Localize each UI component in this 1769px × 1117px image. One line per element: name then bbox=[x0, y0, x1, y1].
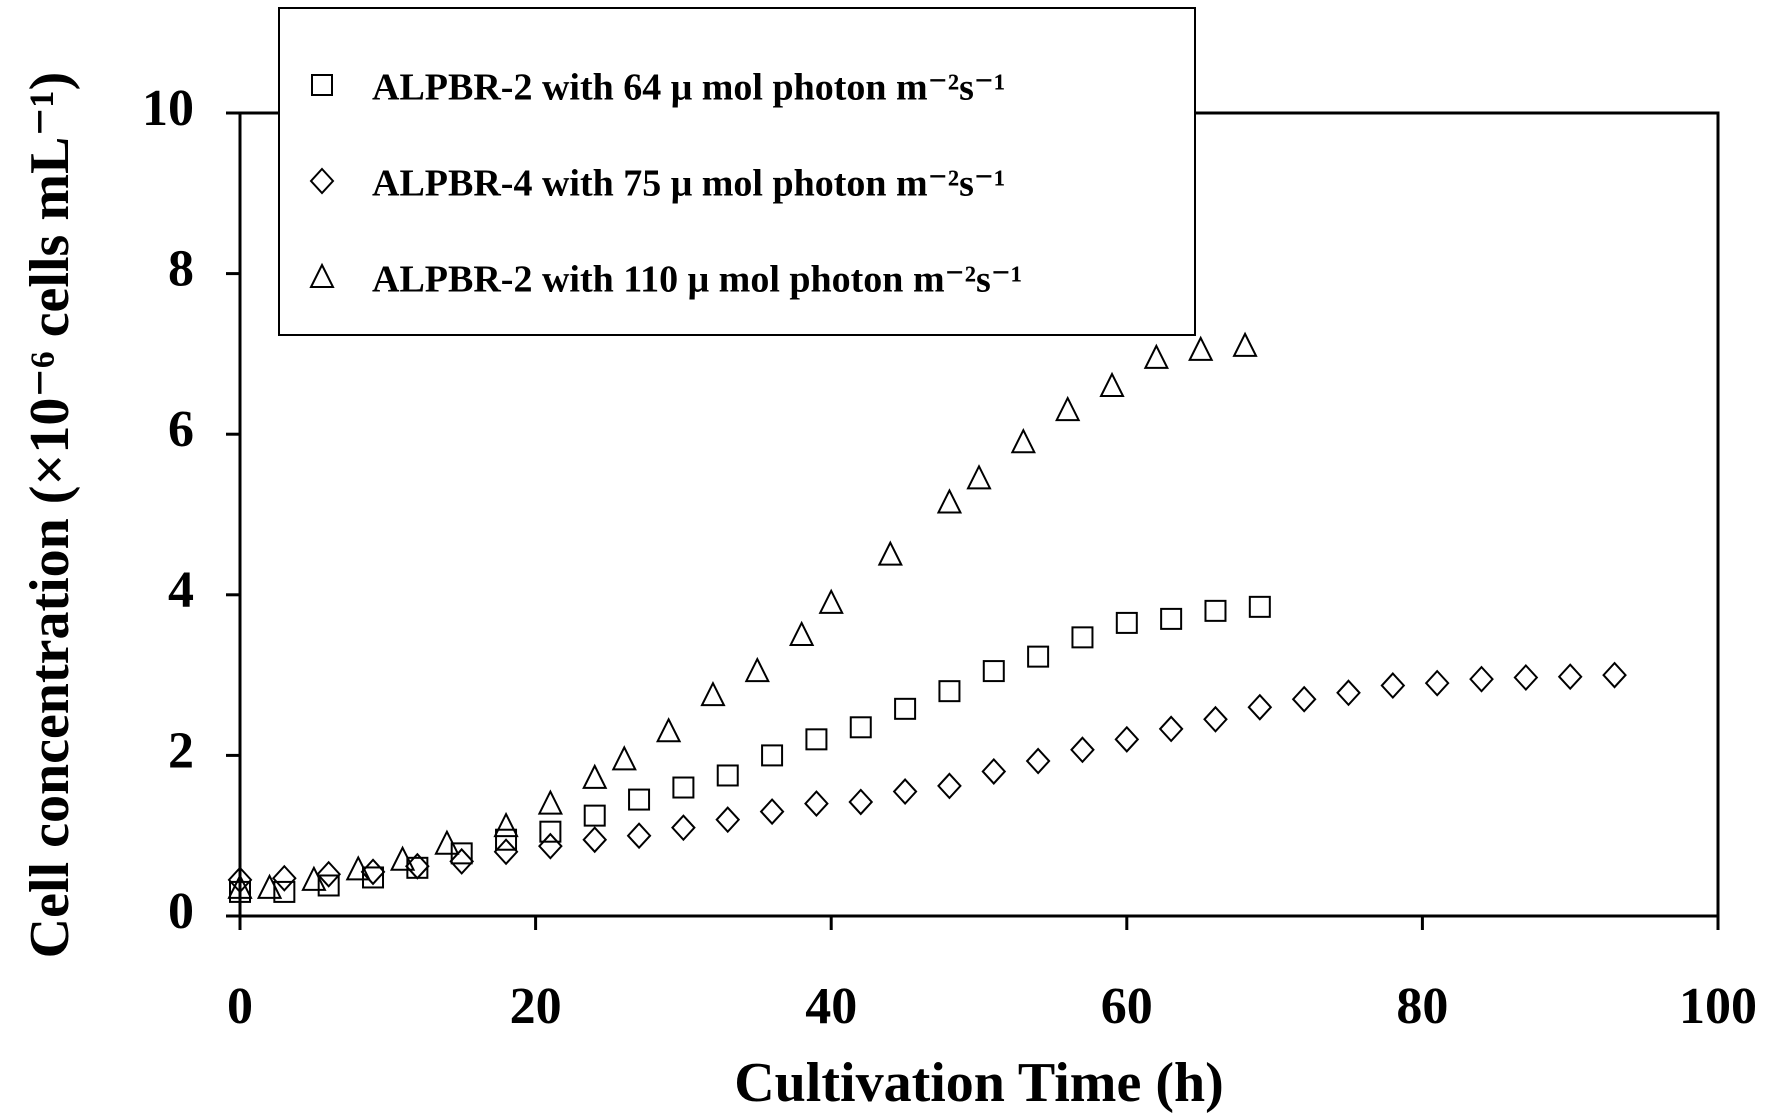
data-point bbox=[700, 680, 726, 707]
legend-label: ALPBR-2 with 64 μ mol photon m⁻²s⁻¹ bbox=[372, 67, 1005, 109]
data-point bbox=[804, 790, 829, 818]
data-point bbox=[301, 865, 327, 891]
data-point bbox=[317, 874, 340, 897]
data-point bbox=[761, 744, 784, 767]
x-tick-label: 100 bbox=[1679, 978, 1757, 1035]
data-point bbox=[789, 620, 815, 646]
data-point bbox=[493, 811, 519, 838]
data-point bbox=[1071, 626, 1094, 649]
data-point bbox=[982, 660, 1005, 683]
legend-box bbox=[278, 7, 1196, 336]
data-point bbox=[495, 828, 518, 851]
data-point bbox=[389, 845, 416, 871]
data-point bbox=[1513, 664, 1539, 691]
data-point bbox=[671, 814, 696, 842]
data-point bbox=[1055, 395, 1081, 422]
data-point bbox=[273, 880, 296, 903]
data-point bbox=[892, 778, 918, 806]
legend-marker bbox=[309, 167, 335, 195]
data-point bbox=[716, 764, 739, 787]
data-point bbox=[1115, 611, 1138, 634]
data-point bbox=[805, 728, 828, 751]
data-point bbox=[582, 826, 608, 854]
x-axis-title: Cultivation Time (h) bbox=[734, 1052, 1224, 1114]
data-point bbox=[1010, 427, 1036, 454]
data-point bbox=[256, 873, 283, 899]
data-point bbox=[849, 716, 872, 739]
data-point bbox=[818, 588, 844, 614]
data-point bbox=[938, 680, 961, 703]
data-point bbox=[1602, 661, 1627, 689]
data-point bbox=[271, 864, 297, 892]
data-point bbox=[937, 772, 962, 800]
data-point bbox=[434, 829, 460, 855]
data-point bbox=[1247, 693, 1273, 721]
data-point bbox=[628, 788, 651, 811]
data-point bbox=[981, 757, 1007, 785]
data-point bbox=[1291, 685, 1317, 713]
data-point bbox=[1380, 672, 1406, 700]
data-point bbox=[229, 880, 251, 903]
data-point bbox=[1204, 599, 1227, 622]
data-point bbox=[538, 832, 563, 860]
x-tick-label: 80 bbox=[1396, 978, 1448, 1035]
data-point bbox=[1336, 679, 1361, 707]
data-point bbox=[1114, 725, 1140, 753]
y-tick-label: 0 bbox=[168, 883, 194, 940]
data-point bbox=[362, 866, 385, 889]
data-point bbox=[936, 488, 963, 514]
data-point bbox=[1099, 371, 1125, 398]
y-tick-label: 10 bbox=[142, 80, 194, 137]
data-point bbox=[539, 820, 562, 843]
data-point bbox=[1248, 595, 1271, 618]
data-point bbox=[672, 776, 695, 799]
data-point bbox=[848, 788, 874, 816]
y-tick-label: 2 bbox=[168, 722, 194, 779]
y-tick-label: 8 bbox=[168, 241, 194, 298]
data-point bbox=[1158, 715, 1184, 743]
y-axis-title: Cell concentration (×10⁻⁶ cells mL⁻¹) bbox=[19, 72, 81, 959]
data-point bbox=[1160, 607, 1183, 630]
legend-label: ALPBR-2 with 110 μ mol photon m⁻²s⁻¹ bbox=[372, 259, 1022, 301]
data-point bbox=[1070, 736, 1095, 764]
data-point bbox=[583, 804, 606, 827]
data-point bbox=[360, 858, 386, 886]
legend-marker bbox=[309, 262, 335, 288]
data-point bbox=[1143, 343, 1169, 369]
data-point bbox=[227, 873, 253, 899]
x-tick-label: 40 bbox=[805, 978, 857, 1035]
data-point bbox=[449, 847, 475, 875]
data-point bbox=[1557, 663, 1583, 691]
y-tick-label: 6 bbox=[168, 401, 194, 458]
x-tick-label: 60 bbox=[1101, 978, 1153, 1035]
data-point bbox=[894, 697, 917, 720]
data-point bbox=[1232, 331, 1258, 357]
data-point bbox=[345, 855, 371, 881]
data-point bbox=[1424, 669, 1450, 697]
data-point bbox=[656, 717, 682, 743]
data-point bbox=[877, 540, 903, 566]
data-point bbox=[493, 838, 519, 866]
data-point bbox=[759, 798, 785, 826]
x-tick-label: 20 bbox=[510, 978, 562, 1035]
data-point bbox=[715, 806, 741, 834]
data-point bbox=[744, 656, 770, 683]
y-tick-label: 4 bbox=[168, 562, 194, 619]
data-point bbox=[582, 763, 608, 789]
data-point bbox=[1469, 665, 1494, 693]
data-point bbox=[966, 464, 992, 490]
data-point bbox=[611, 745, 637, 771]
legend-label: ALPBR-4 with 75 μ mol photon m⁻²s⁻¹ bbox=[372, 163, 1005, 205]
data-point bbox=[626, 822, 652, 850]
data-point bbox=[537, 789, 563, 815]
data-point bbox=[1203, 705, 1228, 733]
data-point bbox=[316, 860, 342, 888]
data-point bbox=[227, 866, 253, 894]
data-point bbox=[1188, 335, 1214, 361]
data-point bbox=[1027, 645, 1050, 668]
data-point bbox=[1025, 747, 1051, 775]
x-tick-label: 0 bbox=[227, 978, 253, 1035]
legend-marker bbox=[311, 74, 333, 96]
